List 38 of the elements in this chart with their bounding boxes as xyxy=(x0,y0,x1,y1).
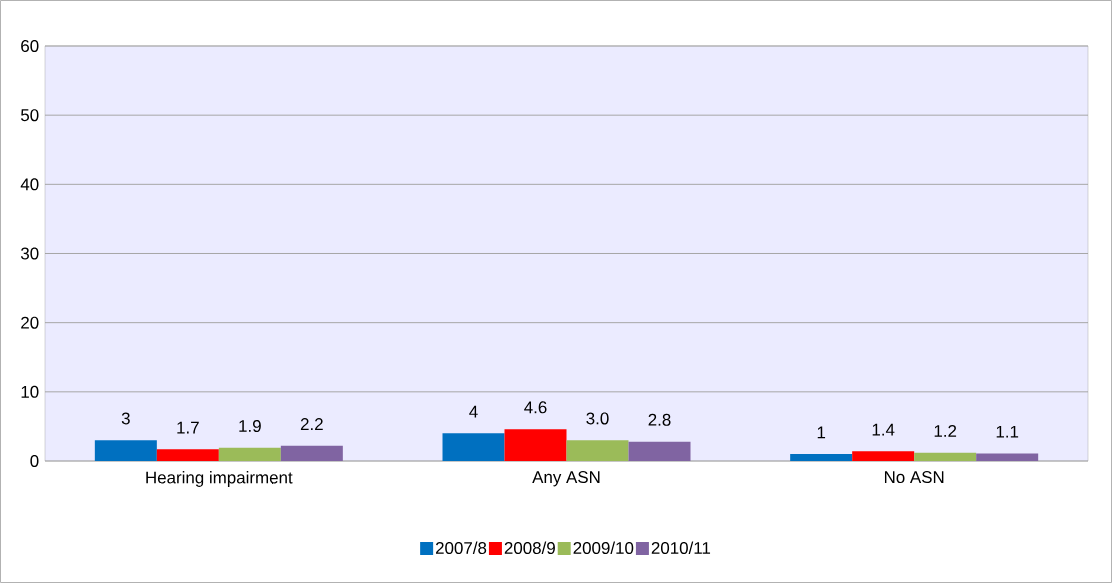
y-tick-label: 50 xyxy=(20,109,39,122)
data-label: 1.4 xyxy=(872,423,895,436)
bar xyxy=(156,449,219,461)
y-tick-label: 40 xyxy=(20,178,39,191)
bar xyxy=(628,441,691,461)
bar xyxy=(218,447,281,461)
x-tick-label: Any ASN xyxy=(532,471,600,487)
data-label: 3.0 xyxy=(586,412,609,425)
bar xyxy=(790,454,853,461)
y-tick-label: 0 xyxy=(30,455,39,467)
bar xyxy=(852,451,915,461)
x-tick-label: No ASN xyxy=(884,471,944,484)
data-label: 3 xyxy=(121,412,130,425)
data-label: 4 xyxy=(469,405,478,418)
bar xyxy=(504,429,567,461)
bar xyxy=(566,440,629,461)
legend-label: 2010/11 xyxy=(651,541,711,555)
data-label: 1.2 xyxy=(934,425,957,437)
data-label: 1.7 xyxy=(177,421,199,434)
y-tick-label: 20 xyxy=(21,316,39,329)
data-label: 1 xyxy=(817,426,826,439)
x-tick-label: Hearing impairment xyxy=(146,471,293,487)
y-tick-label: 60 xyxy=(21,40,39,52)
y-tick-label: 30 xyxy=(20,247,39,260)
data-label: 2.8 xyxy=(648,413,671,426)
data-label: 1.1 xyxy=(996,425,1019,438)
legend-label: 2009/10 xyxy=(573,541,634,555)
legend-label: 2007/8 xyxy=(435,541,487,555)
legend-label: 2008/9 xyxy=(504,541,555,555)
bar xyxy=(280,445,343,461)
bar xyxy=(976,453,1039,461)
y-tick-label: 10 xyxy=(21,385,39,398)
bar xyxy=(94,440,157,461)
data-label: 2.2 xyxy=(300,418,323,430)
data-label: 1.9 xyxy=(239,420,261,433)
data-label: 4.6 xyxy=(524,401,547,414)
bar xyxy=(914,452,977,461)
bar xyxy=(442,433,505,461)
